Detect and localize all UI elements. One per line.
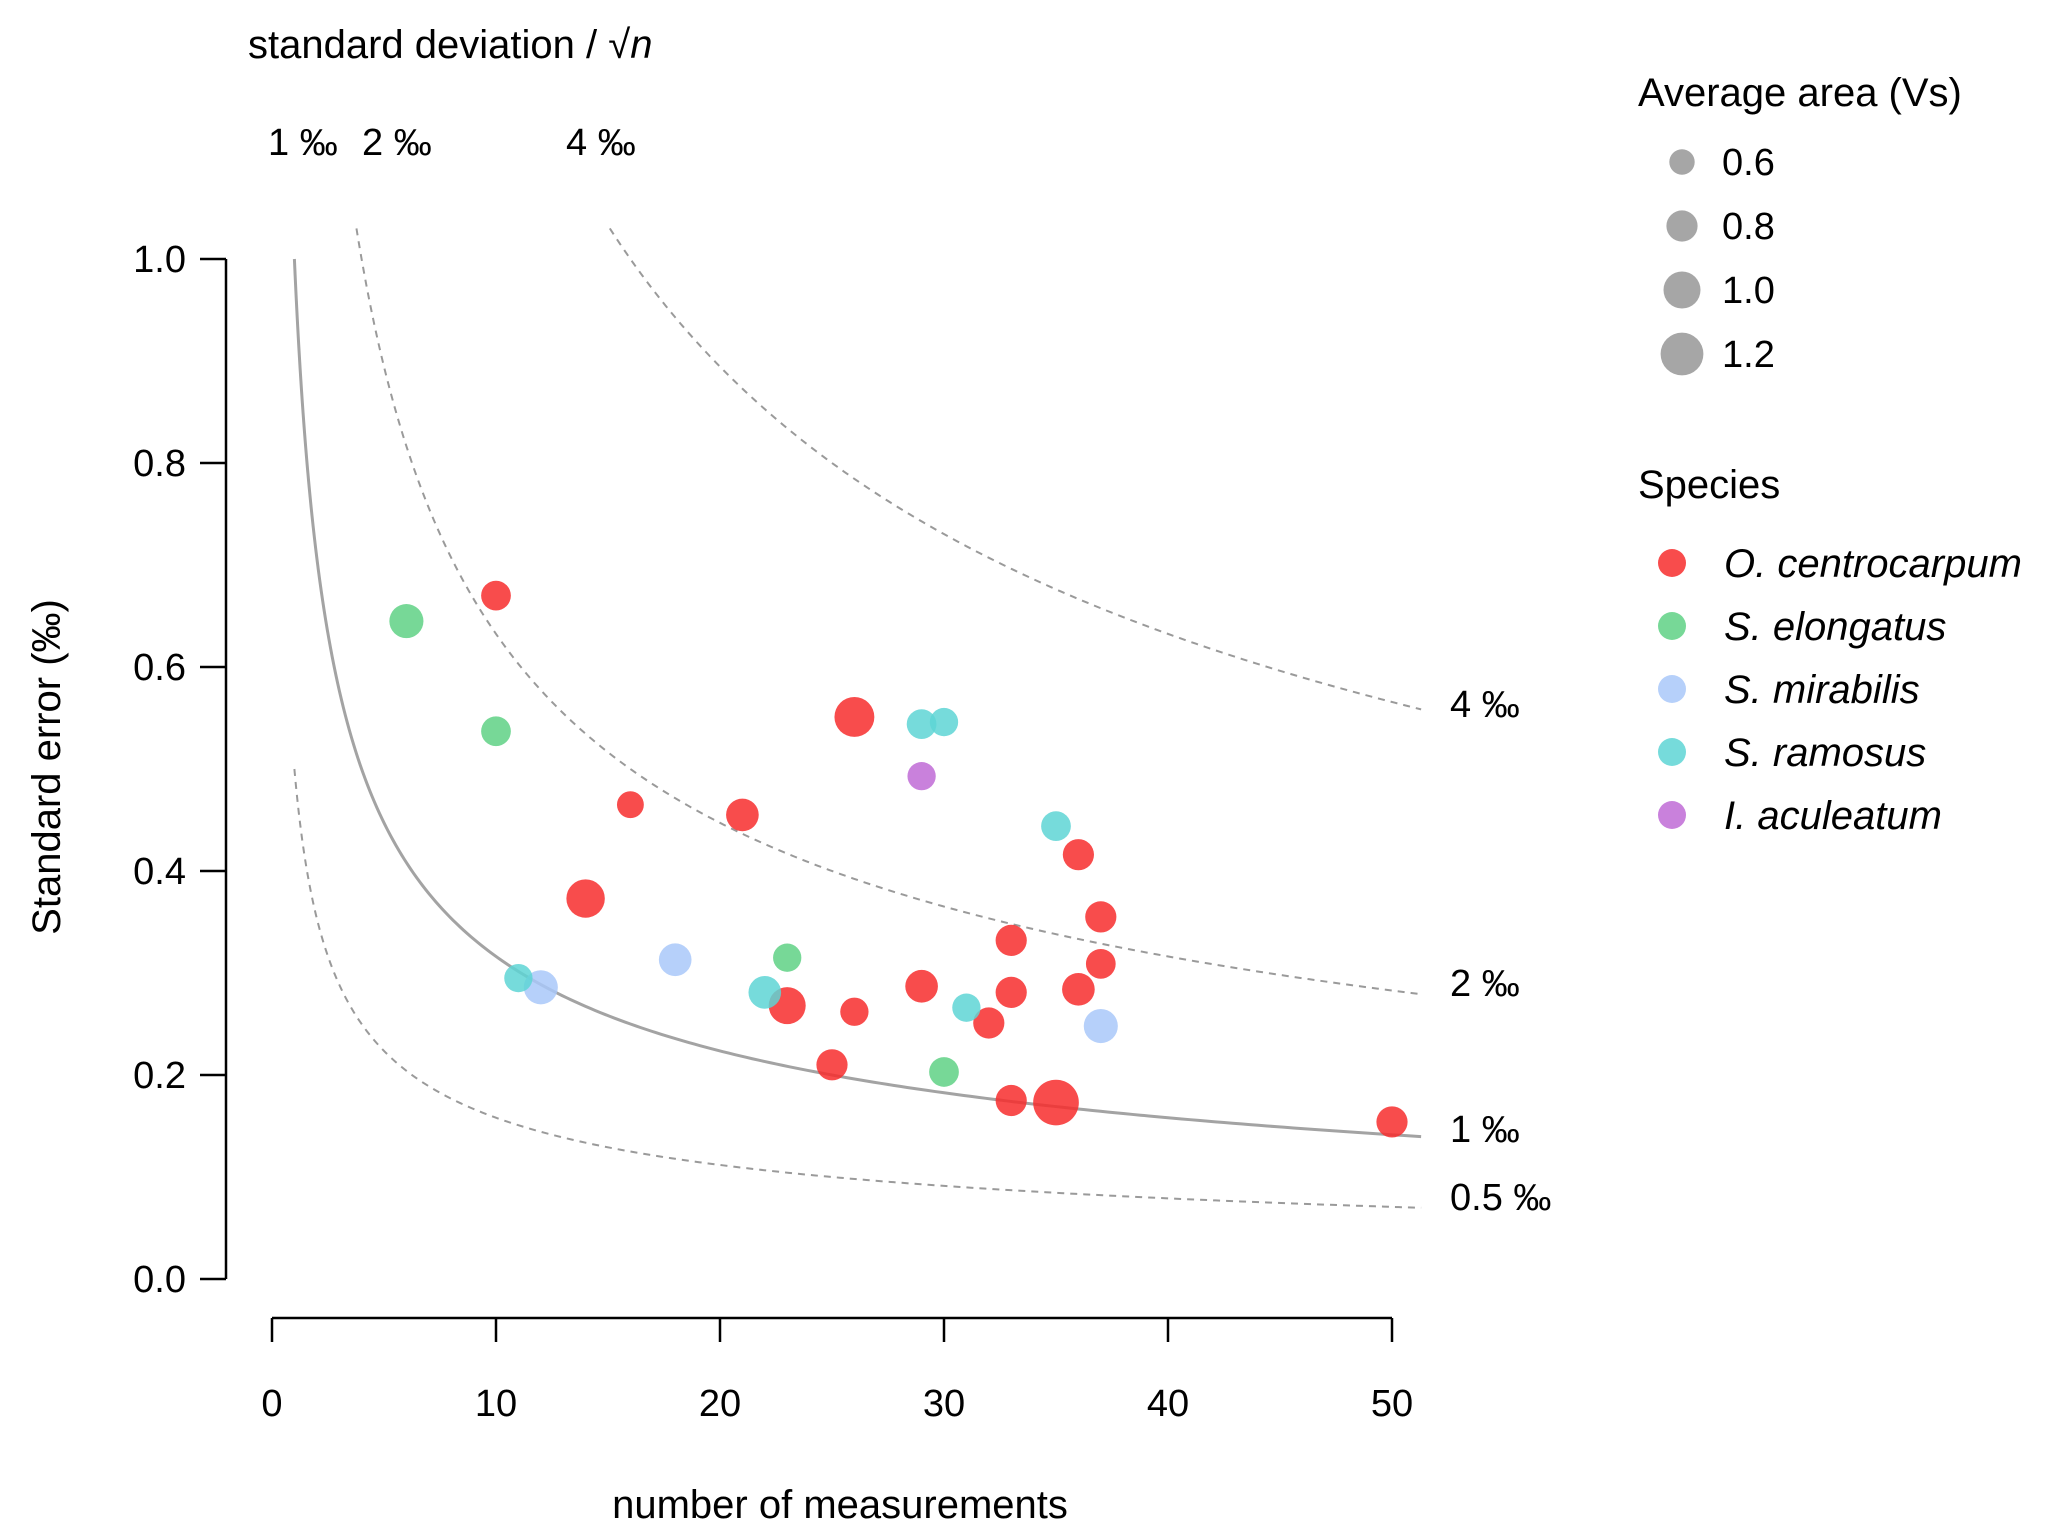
size-legend: 0.6 0.8 1.0 1.2 (1660, 142, 1775, 376)
species-legend-marker (1658, 738, 1686, 766)
data-point (1085, 948, 1116, 979)
y-tick-label: 0.6 (133, 647, 186, 689)
x-tick-label: 40 (1147, 1383, 1189, 1425)
y-tick-label: 1.0 (133, 239, 186, 281)
data-point (1062, 972, 1095, 1006)
reference-curve (355, 228, 1422, 996)
data-point (566, 879, 605, 918)
species-legend-marker (1658, 549, 1686, 577)
reference-curve (608, 227, 1422, 711)
top-label-2: 2 ‰ (362, 122, 432, 164)
y-tick-label: 0.8 (133, 443, 186, 485)
species-legend-label: S. elongatus (1724, 605, 1946, 649)
size-legend-marker (1666, 210, 1698, 242)
size-legend-marker (1669, 149, 1695, 175)
data-point (481, 580, 511, 611)
data-point (906, 709, 937, 739)
data-point (1041, 811, 1071, 841)
species-legend-marker (1658, 612, 1686, 640)
species-legend-label: I. aculeatum (1724, 794, 1942, 838)
data-point (1062, 839, 1094, 871)
x-tick-label: 20 (699, 1383, 741, 1425)
reference-curve (293, 768, 1422, 1209)
axes (224, 259, 1392, 1320)
top-label-1: 1 ‰ (268, 122, 338, 164)
size-legend-title: Average area (Vs) (1638, 71, 1962, 115)
size-legend-marker (1660, 332, 1704, 376)
top-axis-title-var: n (630, 23, 652, 67)
y-tick-label: 0.4 (133, 851, 186, 893)
size-legend-label: 1.2 (1722, 334, 1775, 376)
species-legend-label: S. mirabilis (1724, 668, 1920, 712)
reference-curve-label: 2 ‰ (1450, 963, 1520, 1005)
data-point (995, 976, 1027, 1008)
data-point (1376, 1106, 1408, 1138)
x-tick-label: 50 (1371, 1383, 1413, 1425)
reference-curve-label: 1 ‰ (1450, 1109, 1520, 1151)
data-point (748, 976, 782, 1009)
data-point (995, 924, 1027, 956)
data-point (389, 604, 424, 639)
y-ticks: 0.0 0.2 0.4 0.6 0.8 1.0 (133, 239, 226, 1301)
reference-curve-label: 4 ‰ (1450, 684, 1520, 726)
size-legend-label: 1.0 (1722, 270, 1775, 312)
data-point (905, 969, 938, 1003)
species-legend-marker (1658, 801, 1686, 829)
x-ticks: 0 10 20 30 40 50 (261, 1318, 1413, 1425)
data-point (773, 943, 802, 972)
species-legend-label: S. ramosus (1724, 731, 1926, 775)
data-point (907, 761, 936, 791)
data-points (389, 580, 1408, 1138)
reference-curve-label: 0.5 ‰ (1450, 1177, 1551, 1219)
data-point (726, 798, 759, 832)
y-axis-title: Standard error (‰) (25, 599, 69, 935)
data-point (1083, 1008, 1118, 1044)
data-point (616, 791, 644, 819)
data-point (929, 707, 959, 737)
x-tick-label: 10 (475, 1383, 517, 1425)
data-point (995, 1084, 1027, 1117)
size-legend-label: 0.8 (1722, 206, 1775, 248)
species-legend-label: O. centrocarpum (1724, 542, 2022, 586)
data-point (840, 997, 869, 1026)
top-label-4: 4 ‰ (566, 122, 636, 164)
top-axis-title-prefix: standard deviation / √ (248, 23, 630, 67)
species-legend-marker (1658, 675, 1686, 703)
data-point (952, 993, 981, 1022)
y-tick-label: 0.0 (133, 1259, 186, 1301)
data-point (1085, 901, 1117, 933)
data-point (1033, 1079, 1079, 1126)
data-point (973, 1007, 1005, 1039)
size-legend-label: 0.6 (1722, 142, 1775, 184)
species-legend: O. centrocarpum S. elongatus S. mirabilis S… (1658, 542, 2022, 838)
data-point (929, 1057, 959, 1087)
x-tick-label: 0 (261, 1383, 282, 1425)
data-point (816, 1049, 848, 1081)
y-tick-label: 0.2 (133, 1055, 186, 1097)
x-tick-label: 30 (923, 1383, 965, 1425)
size-legend-marker (1663, 271, 1701, 309)
top-axis-title: standard deviation / √n (248, 23, 652, 67)
data-point (834, 697, 875, 737)
data-point (504, 963, 533, 993)
data-point (481, 716, 511, 747)
species-legend-title: Species (1638, 463, 1780, 507)
data-point (658, 943, 692, 977)
x-axis-title: number of measurements (612, 1483, 1068, 1527)
